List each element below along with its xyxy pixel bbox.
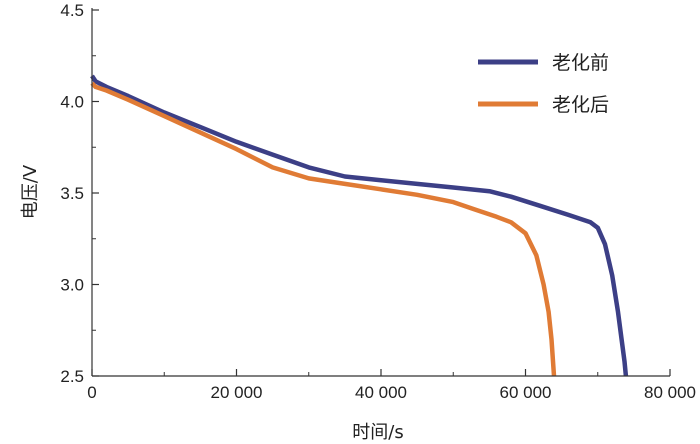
x-tick-label: 60 000 bbox=[500, 383, 552, 402]
y-axis-label: 电压/V bbox=[20, 164, 41, 219]
y-tick-label: 3.5 bbox=[60, 184, 84, 203]
series-line-2 bbox=[90, 81, 557, 377]
x-tick-label: 80 000 bbox=[644, 383, 696, 402]
legend-label-1: 老化前 bbox=[552, 52, 609, 74]
x-tick-label: 40 000 bbox=[355, 383, 407, 402]
x-tick-label: 20 000 bbox=[211, 383, 263, 402]
y-tick-label: 4.0 bbox=[60, 93, 84, 112]
x-tick-label: 0 bbox=[87, 383, 96, 402]
series-layer bbox=[90, 74, 629, 377]
axes bbox=[91, 8, 671, 377]
tick-labels: 0 20 000 40 000 60 000 80 000 2.5 3.0 3.5 4.0 4.5 bbox=[60, 1, 696, 402]
legend-label-2: 老化后 bbox=[552, 94, 609, 116]
y-tick-label: 3.0 bbox=[60, 276, 84, 295]
x-axis-label: 时间/s bbox=[352, 422, 403, 443]
y-tick-label: 2.5 bbox=[60, 367, 84, 386]
series-line-1 bbox=[90, 74, 629, 377]
y-tick-label: 4.5 bbox=[60, 1, 84, 20]
